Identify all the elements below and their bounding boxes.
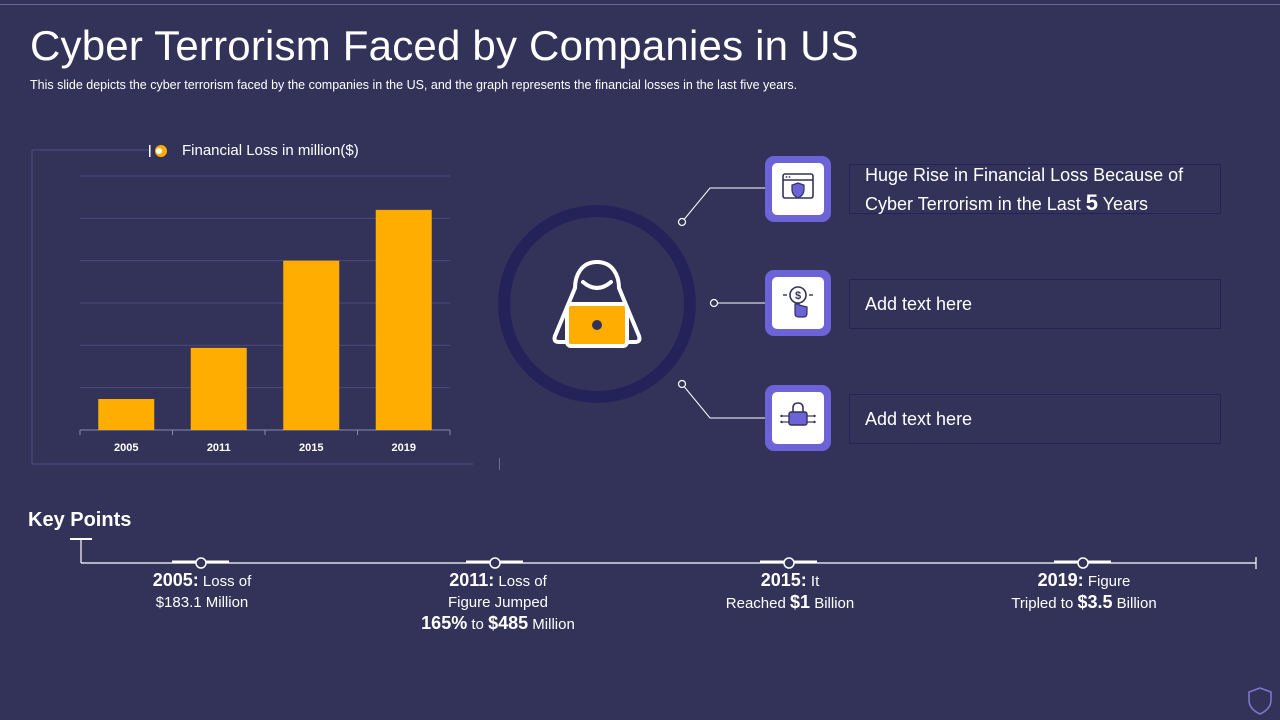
callout-text-3[interactable]: Add text here — [849, 394, 1221, 444]
key-point-2011-line3: 165% to $485 Million — [388, 613, 608, 635]
callout-icon-box-3 — [765, 385, 831, 451]
chart-legend: Financial Loss in million($) — [148, 142, 359, 159]
chart-xtick-label: 2019 — [392, 442, 416, 454]
key-point-2005-year: 2005: — [152, 570, 199, 590]
laptop-lock-icon — [780, 400, 816, 437]
chart-bar-2005 — [98, 399, 155, 430]
legend-label: Financial Loss in million($) — [182, 142, 359, 159]
callout-icon-box-1 — [765, 156, 831, 222]
chart-tick-mark — [499, 458, 500, 470]
svg-text:$: $ — [795, 290, 801, 302]
key-point-2015-line1: It — [806, 573, 820, 590]
key-point-2011-percent: 165% — [421, 613, 468, 633]
page-subtitle: This slide depicts the cyber terrorism f… — [30, 78, 798, 92]
callout-icon-box-2: $ — [765, 270, 831, 336]
legend-swatch-icon — [148, 144, 168, 158]
callout-text-1-pre: Huge Rise in Financial Loss Because of C… — [865, 164, 1184, 214]
shield-browser-icon — [782, 172, 814, 206]
chart-xtick-label: 2011 — [207, 442, 231, 454]
top-rule — [0, 4, 1280, 5]
key-point-2015: 2015: It Reached $1 Billion — [680, 570, 900, 614]
callout-text-3-label: Add text here — [865, 409, 973, 429]
key-points-tick — [70, 538, 92, 540]
chart-bar-2015 — [283, 260, 340, 430]
chart-xtick-label: 2015 — [299, 442, 323, 454]
key-point-2005-line1: Loss of — [198, 573, 252, 590]
key-points-timeline — [80, 540, 1257, 569]
bar-chart: 2005 2011 2015 2019 Financial Loss in milli… — [30, 140, 475, 470]
key-point-2015-line2: Reached $1 Billion — [680, 592, 900, 614]
timeline-marker-3 — [760, 557, 817, 569]
chart-bar-2019 — [375, 209, 432, 430]
key-point-2011-year: 2011: — [449, 570, 495, 590]
timeline-marker-4 — [1054, 557, 1111, 569]
key-point-2019-year: 2019: — [1037, 570, 1084, 590]
timeline-marker-2 — [466, 557, 523, 569]
key-point-2019-amount: $3.5 — [1077, 592, 1113, 612]
shield-logo-icon — [1248, 687, 1272, 715]
key-point-2015-year: 2015: — [760, 570, 807, 590]
key-point-2011-end: Million — [528, 616, 575, 633]
key-point-2019: 2019: Figure Tripled to $3.5 Billion — [974, 570, 1194, 614]
key-point-2019-line1: Figure — [1083, 573, 1131, 590]
key-point-2015-pre: Reached — [725, 595, 790, 612]
callout-text-1-post: Years — [1098, 193, 1149, 214]
bar-chart-svg: 2005 2011 2015 2019 — [31, 149, 473, 465]
chart-frame — [31, 149, 473, 465]
key-points-heading: Key Points — [28, 509, 132, 531]
key-point-2011-line2: Figure Jumped — [447, 594, 549, 611]
key-point-2019-post: Billion — [1112, 595, 1157, 612]
key-point-2005: 2005: Loss of $183.1 Million — [92, 570, 312, 613]
key-point-2005-line2: $183.1 Million — [155, 594, 249, 611]
key-point-2011-line1: Loss of — [494, 573, 547, 590]
callout-text-1-number: 5 — [1085, 189, 1098, 215]
key-point-2019-line2: Tripled to $3.5 Billion — [974, 592, 1194, 614]
key-point-2011: 2011: Loss of Figure Jumped 165% to $485… — [388, 570, 608, 635]
callout-text-2-label: Add text here — [865, 294, 973, 314]
dollar-hand-icon: $ — [781, 284, 815, 323]
callout-text-2[interactable]: Add text here — [849, 279, 1221, 329]
key-point-2019-pre: Tripled to — [1011, 595, 1078, 612]
key-point-2011-mid: to — [467, 616, 489, 633]
timeline-marker-1 — [172, 557, 229, 569]
connector-lines — [677, 187, 766, 419]
callout-text-1: Huge Rise in Financial Loss Because of C… — [849, 164, 1221, 215]
chart-xtick-label: 2005 — [114, 442, 138, 454]
hacker-laptop-icon — [547, 258, 647, 350]
chart-bar-2011 — [190, 347, 247, 430]
page-title: Cyber Terrorism Faced by Companies in US — [30, 22, 859, 69]
key-point-2015-post: Billion — [810, 595, 855, 612]
key-point-2015-amount: $1 — [790, 592, 811, 612]
key-point-2011-amount: $485 — [488, 613, 529, 633]
